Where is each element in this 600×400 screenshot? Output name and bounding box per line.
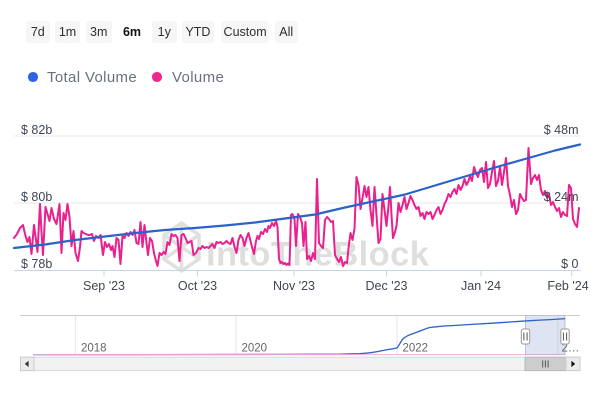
svg-text:Jan '24: Jan '24 (461, 279, 501, 293)
svg-text:2018: 2018 (81, 343, 107, 355)
svg-text:Nov '23: Nov '23 (273, 279, 315, 293)
svg-text:$ 78b: $ 78b (21, 257, 52, 271)
svg-text:IntoTheBlock: IntoTheBlock (206, 236, 430, 274)
svg-text:$ 24m: $ 24m (544, 190, 579, 204)
svg-text:$ 0: $ 0 (561, 257, 578, 271)
svg-text:Oct '23: Oct '23 (178, 279, 217, 293)
svg-text:Dec '23: Dec '23 (366, 279, 408, 293)
svg-text:2…: 2… (562, 343, 580, 355)
svg-text:Sep '23: Sep '23 (83, 279, 125, 293)
svg-text:$ 82b: $ 82b (21, 123, 52, 137)
svg-text:$ 48m: $ 48m (544, 123, 579, 137)
svg-text:$ 80b: $ 80b (21, 190, 52, 204)
svg-text:2020: 2020 (242, 343, 268, 355)
svg-text:2022: 2022 (403, 343, 429, 355)
svg-text:Feb '24: Feb '24 (547, 279, 588, 293)
